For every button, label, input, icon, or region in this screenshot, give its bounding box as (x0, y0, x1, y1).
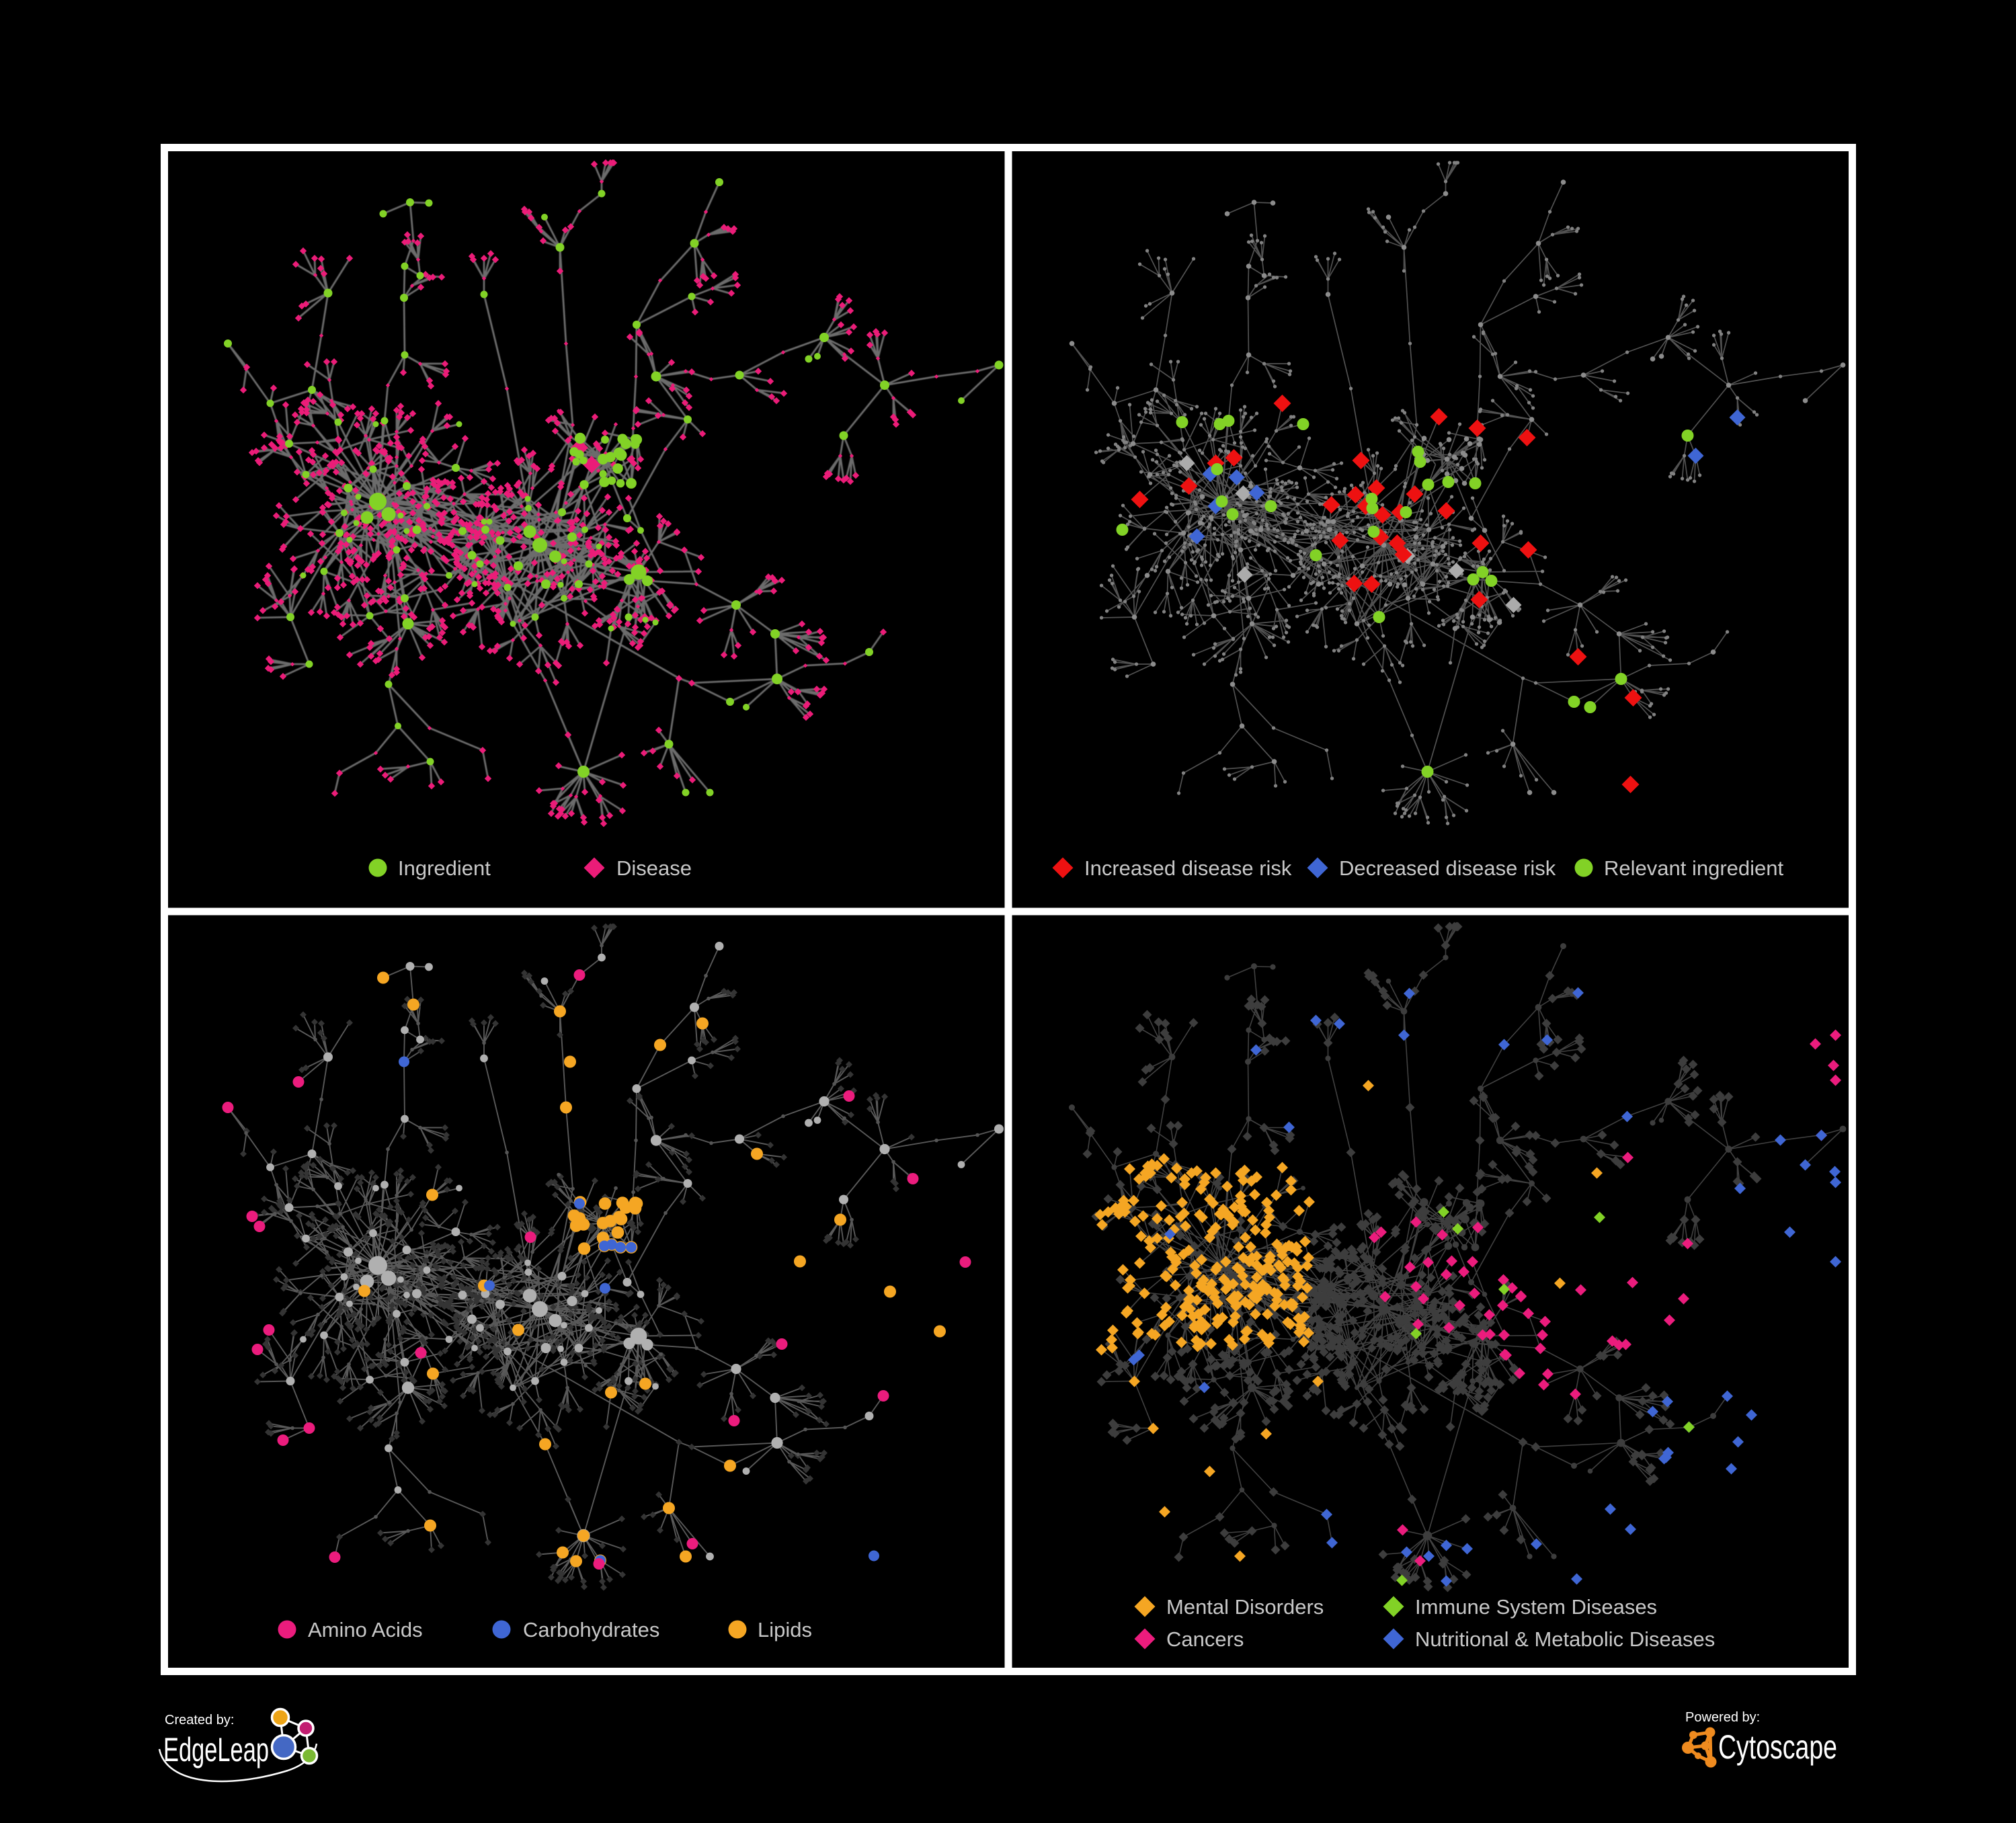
svg-text:Nutritional & Metabolic Diseas: Nutritional & Metabolic Diseases (1415, 1627, 1715, 1651)
svg-text:Increased disease risk: Increased disease risk (1084, 856, 1292, 880)
svg-text:EdgeLeap: EdgeLeap (163, 1731, 269, 1769)
svg-text:Disease: Disease (616, 856, 692, 880)
svg-text:Cytoscape: Cytoscape (1718, 1728, 1837, 1766)
svg-text:Immune System Diseases: Immune System Diseases (1415, 1595, 1657, 1619)
svg-text:Lipids: Lipids (758, 1618, 812, 1642)
svg-text:Relevant ingredient: Relevant ingredient (1604, 856, 1784, 880)
svg-text:Mental Disorders: Mental Disorders (1166, 1595, 1324, 1619)
svg-text:Created by:: Created by: (165, 1713, 234, 1728)
svg-text:Decreased disease risk: Decreased disease risk (1339, 856, 1556, 880)
svg-text:Ingredient: Ingredient (398, 856, 491, 880)
svg-text:Cancers: Cancers (1166, 1627, 1244, 1651)
svg-text:Carbohydrates: Carbohydrates (523, 1618, 659, 1642)
svg-text:Powered by:: Powered by: (1685, 1710, 1760, 1725)
svg-text:Amino Acids: Amino Acids (308, 1618, 423, 1642)
